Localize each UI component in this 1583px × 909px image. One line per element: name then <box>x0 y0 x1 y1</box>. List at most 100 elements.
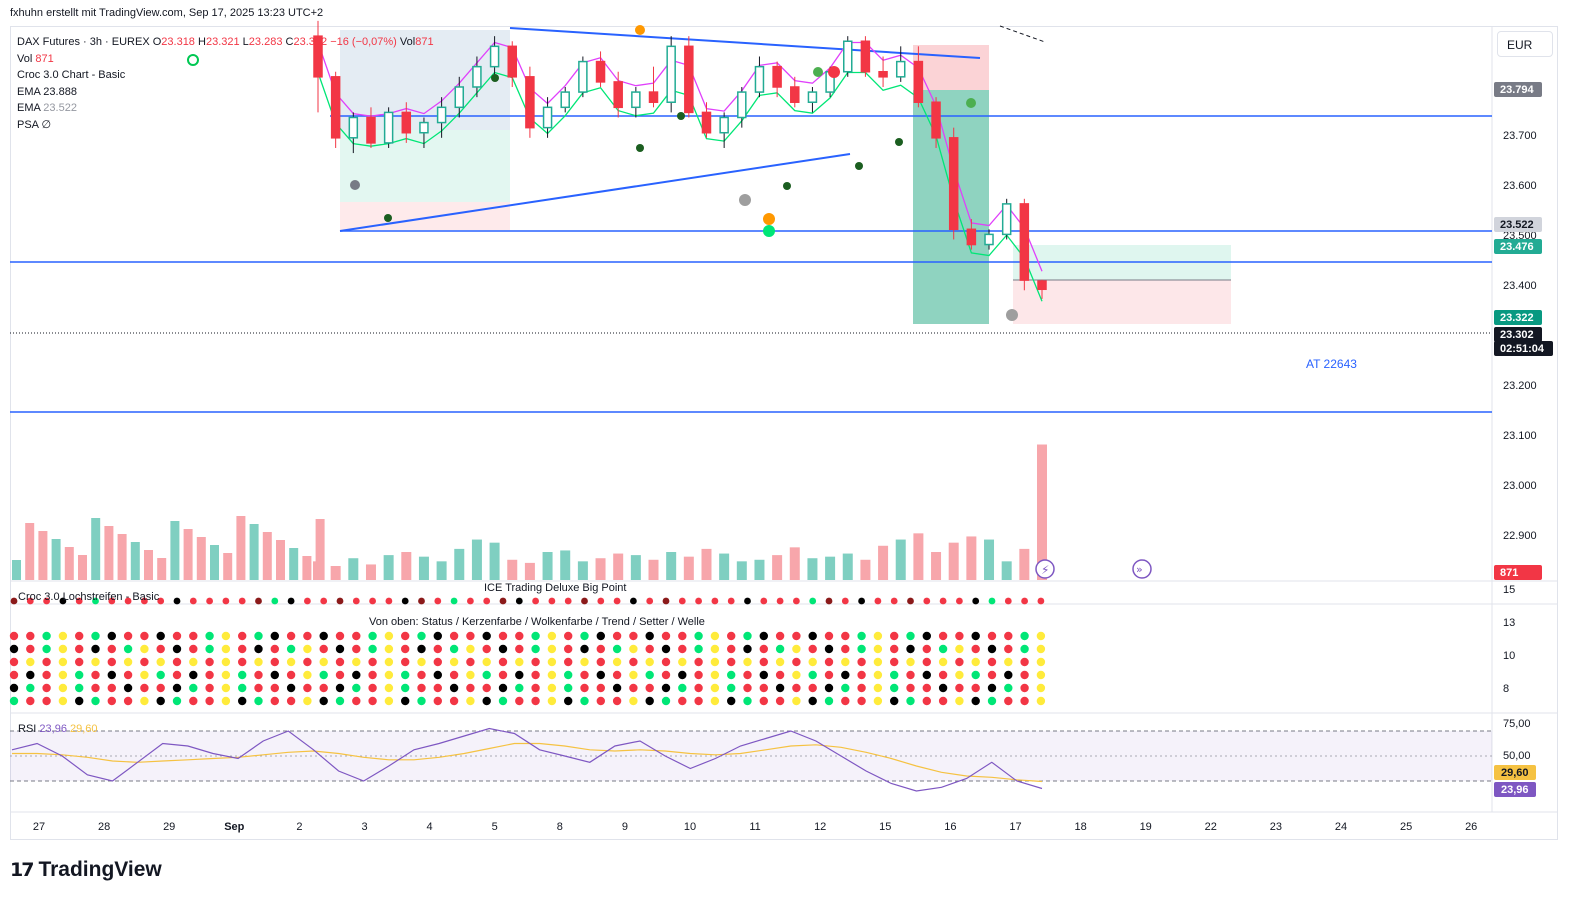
tradingview-mark-icon: 17 <box>10 859 34 881</box>
status-dot <box>123 644 133 654</box>
status-dot <box>352 657 361 667</box>
rsi-tag-label: 23,96 <box>1501 784 1529 796</box>
status-dot <box>743 696 752 706</box>
status-dot <box>824 657 834 667</box>
price-tick-label: 23.700 <box>1503 130 1537 142</box>
flash-icon[interactable]: ⚡ <box>1041 563 1049 577</box>
status-dot <box>254 631 263 641</box>
price-tag <box>1494 565 1542 580</box>
lochstreifen-dot <box>385 597 393 605</box>
trendline-upper[interactable] <box>509 27 981 59</box>
candles[interactable] <box>313 20 1047 299</box>
volume-label: Vol <box>17 52 33 65</box>
lochstreifen-dot <box>564 597 572 605</box>
status-dot <box>678 657 687 667</box>
status-dot <box>352 696 361 706</box>
status-dot <box>286 670 296 680</box>
signal-dot <box>895 138 903 146</box>
status-dot <box>824 644 834 654</box>
time-tick-label: 5 <box>492 821 498 833</box>
legend-symbol-row[interactable]: DAX Futures · 3h · EUREX O23.318 H23.321… <box>17 34 434 51</box>
status-dot <box>482 696 491 706</box>
status-dot <box>890 670 899 680</box>
status-dot <box>857 670 866 680</box>
status-dot <box>205 657 214 667</box>
status-dot <box>938 670 948 680</box>
status-dot <box>42 644 51 654</box>
currency-selector[interactable]: EUR <box>1497 31 1553 57</box>
lochstreifen-dot <box>515 597 523 605</box>
legend-psa-row[interactable]: PSA ∅ <box>17 117 434 134</box>
time-tick-label: 26 <box>1465 821 1477 833</box>
status-dot <box>91 644 100 654</box>
status-dot <box>824 683 834 693</box>
forward-icon[interactable] <box>1132 559 1152 579</box>
lochstreifen-dot <box>401 597 409 605</box>
trendline-dashed[interactable] <box>999 25 1046 43</box>
long-loss-zone[interactable] <box>1013 280 1231 324</box>
status-dot <box>140 644 149 654</box>
status-dot <box>645 631 654 641</box>
position-loss-zone[interactable] <box>340 202 510 230</box>
trendline-lower[interactable] <box>339 153 851 232</box>
pane2-subtitle[interactable]: Croc 3.0 Lochstreifen - Basic <box>18 591 160 603</box>
status-dot <box>987 683 997 693</box>
status-dot <box>140 696 149 706</box>
status-dot <box>694 696 703 706</box>
flash-icon[interactable] <box>1035 559 1055 579</box>
time-tick-label: 2 <box>296 821 302 833</box>
candle <box>860 40 871 73</box>
status-dot <box>906 657 915 667</box>
pane3-title[interactable]: Von oben: Status / Kerzenfarbe / Wolkenf… <box>369 616 705 628</box>
volume-bar <box>560 550 571 580</box>
status-dot <box>564 644 573 654</box>
candle <box>895 60 906 78</box>
lochstreifen-dot <box>581 597 588 605</box>
status-dot <box>710 631 720 641</box>
candle <box>366 116 376 144</box>
legend-volume-row[interactable]: Vol 871 <box>17 51 434 68</box>
forward-icon[interactable]: » <box>1136 563 1143 576</box>
lochstreifen-dot <box>369 597 376 605</box>
status-dot <box>172 696 182 706</box>
status-dot <box>515 670 524 680</box>
status-dot <box>107 670 117 680</box>
status-dot <box>580 644 589 654</box>
candle <box>684 45 694 114</box>
symbol-name[interactable]: DAX Futures · 3h · EUREX <box>17 36 150 48</box>
lochstreifen-dot <box>613 597 621 605</box>
candle <box>542 106 553 129</box>
candle <box>613 81 623 109</box>
legend-croc-row[interactable]: Croc 3.0 Chart - Basic <box>17 67 434 84</box>
pane2-title[interactable]: ICE Trading Deluxe Big Point <box>484 582 627 594</box>
status-dot <box>580 657 589 667</box>
status-dot <box>58 657 68 667</box>
volume-bar <box>25 523 35 580</box>
status-dot <box>42 631 51 641</box>
lochstreifen-dot <box>776 597 784 605</box>
lochstreifen-dot <box>418 597 425 605</box>
legend-ema1-row[interactable]: EMA 23.888 <box>17 84 434 101</box>
tradingview-logo[interactable]: 17 TradingView <box>10 858 162 882</box>
status-dot <box>645 670 654 680</box>
legend-ema2-row[interactable]: EMA 23.522 <box>17 100 434 117</box>
status-dot <box>319 670 328 680</box>
short-stop-zone[interactable] <box>913 45 989 90</box>
status-dot <box>547 683 557 693</box>
lochstreifen-dot <box>59 597 67 605</box>
annotation-label[interactable]: AT 22643 <box>1306 357 1357 371</box>
status-dot <box>107 683 117 693</box>
price-tag-label: 23.322 <box>1500 312 1534 324</box>
price-tag-label: 23.794 <box>1500 84 1535 96</box>
status-dot <box>1020 631 1029 641</box>
price-tag <box>1494 327 1542 342</box>
rsi-legend[interactable]: RSI 23,96 29,60 <box>18 723 98 735</box>
status-dot <box>955 631 964 641</box>
status-dot <box>107 696 117 706</box>
volume-bar <box>789 547 800 580</box>
status-dot <box>596 644 605 654</box>
price-tag-label: 871 <box>1500 567 1518 579</box>
status-dot <box>26 644 35 654</box>
status-dot <box>678 644 687 654</box>
